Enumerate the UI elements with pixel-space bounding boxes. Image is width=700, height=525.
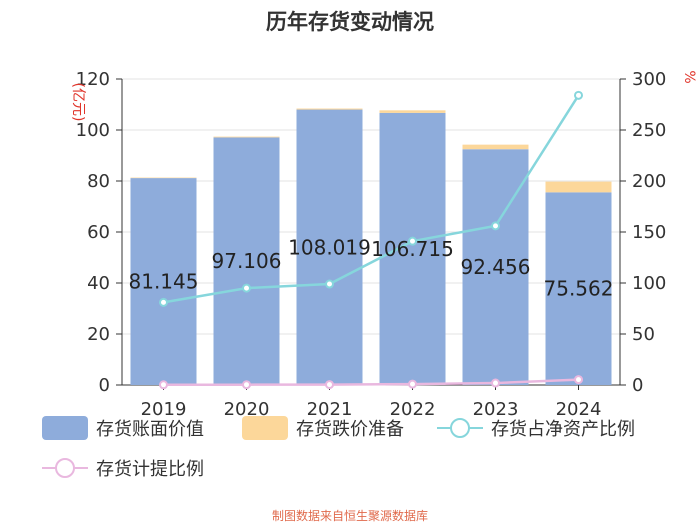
- data-label: 108.019: [288, 235, 371, 259]
- bar-inventory-book-value: [379, 112, 446, 386]
- bar-inventory-impairment: [130, 177, 197, 179]
- point-impairment-ratio: [159, 380, 168, 390]
- bar-inventory-book-value: [213, 137, 280, 385]
- y-left-tick-label: 100: [76, 120, 110, 141]
- y-left-tick-label: 0: [99, 375, 110, 396]
- y-left-tick-label: 20: [87, 324, 110, 345]
- bar-inventory-impairment: [379, 110, 446, 113]
- y-left-tick-label: 120: [76, 69, 110, 90]
- x-tick-label: 2020: [224, 399, 270, 420]
- x-tick-label: 2023: [473, 399, 519, 420]
- y-right-axis-label: %: [681, 70, 697, 83]
- point-impairment-ratio: [408, 379, 417, 389]
- y-left-tick-label: 60: [87, 222, 110, 243]
- bar-inventory-impairment: [296, 108, 363, 110]
- line-impairment-ratio: [163, 378, 579, 387]
- point-inventory-to-net-assets: [242, 283, 251, 293]
- y-left-axis-label: (亿元): [70, 83, 86, 122]
- legend-label: 存货计提比例: [96, 459, 204, 480]
- y-right-tick-label: 250: [632, 120, 666, 141]
- x-tick-label: 2019: [141, 399, 187, 420]
- y-left-tick-label: 80: [87, 171, 110, 192]
- point-inventory-to-net-assets: [491, 221, 500, 231]
- point-impairment-ratio: [242, 380, 251, 390]
- chart-title: 历年存货变动情况: [266, 10, 434, 34]
- bar-inventory-book-value: [545, 192, 612, 385]
- legend-label: 存货跌价准备: [296, 419, 404, 440]
- y-right-tick-label: 100: [632, 273, 666, 294]
- y-right-tick-label: 200: [632, 171, 666, 192]
- y-right-tick-label: 0: [632, 375, 643, 396]
- data-label: 81.145: [129, 270, 199, 294]
- bar-inventory-impairment: [462, 144, 529, 150]
- bar-inventory-book-value: [296, 109, 363, 386]
- x-tick-label: 2024: [556, 399, 602, 420]
- legend-swatch-marker: [55, 458, 75, 478]
- legend-label: 存货账面价值: [96, 419, 204, 440]
- legend-label: 存货占净资产比例: [491, 419, 635, 440]
- bar-inventory-impairment: [545, 181, 612, 193]
- bar-inventory-book-value: [462, 149, 529, 385]
- point-inventory-to-net-assets: [574, 90, 583, 100]
- data-label: 106.715: [371, 237, 454, 261]
- y-right-tick-label: 50: [632, 324, 655, 345]
- data-label: 75.562: [544, 277, 614, 301]
- data-label: 97.106: [212, 249, 282, 273]
- y-left-tick-label: 40: [87, 273, 110, 294]
- point-inventory-to-net-assets: [159, 297, 168, 307]
- legend-swatch: [242, 416, 288, 440]
- legend-swatch: [42, 416, 88, 440]
- data-label: 92.456: [461, 255, 531, 279]
- x-tick-label: 2021: [307, 399, 353, 420]
- bar-inventory-impairment: [213, 136, 280, 138]
- point-impairment-ratio: [491, 378, 500, 388]
- source-note: 制图数据来自恒生聚源数据库: [271, 509, 428, 523]
- point-inventory-to-net-assets: [408, 236, 417, 246]
- point-impairment-ratio: [325, 380, 334, 390]
- bar-inventory-book-value: [130, 178, 197, 385]
- y-right-tick-label: 300: [632, 69, 666, 90]
- legend-swatch-marker: [450, 418, 470, 438]
- y-right-tick-label: 150: [632, 222, 666, 243]
- point-impairment-ratio: [574, 375, 583, 385]
- x-tick-label: 2022: [390, 399, 436, 420]
- point-inventory-to-net-assets: [325, 279, 334, 289]
- line-inventory-to-net-assets: [163, 94, 580, 304]
